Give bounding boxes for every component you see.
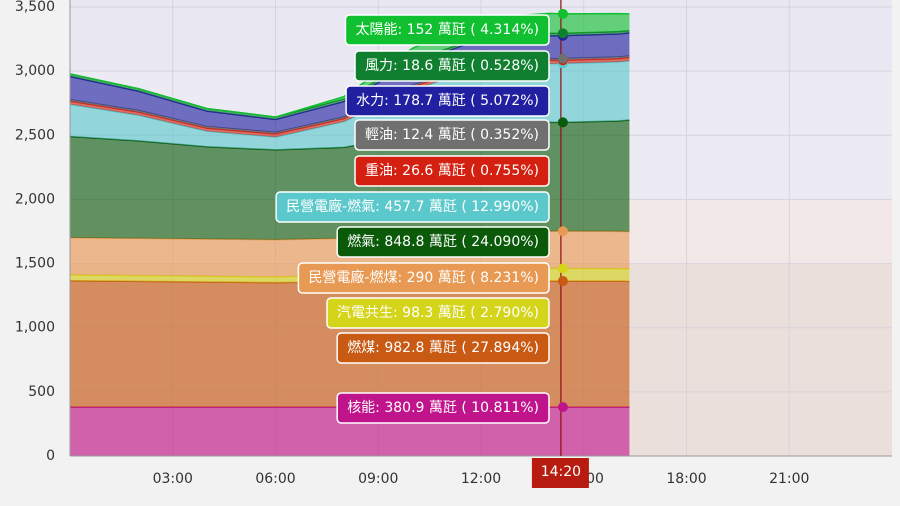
tooltip-label: 重油: 26.6 萬瓩 ( 0.755%): [365, 163, 539, 179]
x-tick-label: 09:00: [358, 471, 398, 487]
tooltip-box: [275, 191, 550, 223]
cursor-dot: [557, 263, 568, 274]
tooltip-label: 民營電廠-燃煤: 290 萬瓩 ( 8.231%): [308, 269, 539, 286]
cursor-dot: [557, 117, 568, 128]
tooltip-label: 燃煤: 982.8 萬瓩 ( 27.894%): [347, 339, 539, 356]
y-tick-label: 1,500: [15, 256, 55, 272]
tooltip-label: 水力: 178.7 萬瓩 ( 5.072%): [356, 93, 539, 109]
x-tick-label: 06:00: [255, 471, 295, 487]
y-tick-label: 3,000: [15, 63, 55, 79]
cursor-dot: [557, 402, 568, 413]
y-tick-label: 0: [46, 448, 55, 464]
y-tick-label: 2,000: [15, 191, 55, 207]
axes: 0 500 1,000 1,500 2,000 2,500 3,000 3,500 03:00 0…: [15, 0, 892, 487]
cursor-dot: [557, 276, 568, 287]
cursor-dot: [557, 8, 568, 19]
tooltip-box: [297, 262, 550, 294]
y-tick-label: 500: [28, 384, 55, 400]
tooltip: 14:20 核能: 380.9 萬瓩 ( 10.811%) 燃煤: 982.8 萬瓩…: [275, 0, 589, 488]
x-tick-label: 03:00: [153, 471, 193, 487]
tooltip-box: [354, 155, 550, 187]
tooltip-label: 民營電廠-燃氣: 457.7 萬瓩 ( 12.990%): [286, 198, 539, 215]
tooltip-box: [336, 226, 550, 258]
tooltip-label: 燃氣: 848.8 萬瓩 ( 24.090%): [347, 233, 539, 250]
y-tick-label: 1,000: [15, 320, 55, 336]
tooltip-box: [336, 332, 550, 364]
tooltip-box: [344, 14, 550, 46]
x-tick-label: 18:00: [666, 471, 706, 487]
tooltip-label: 風力: 18.6 萬瓩 ( 0.528%): [365, 58, 539, 74]
tooltip-label: 太陽能: 152 萬瓩 ( 4.314%): [355, 22, 539, 38]
y-tick-label: 3,500: [15, 0, 55, 15]
y-tick-label: 2,500: [15, 127, 55, 143]
tooltip-box: [354, 119, 550, 151]
tooltip-label: 汽電共生: 98.3 萬瓩 ( 2.790%): [337, 305, 539, 321]
tooltip-box: [336, 392, 550, 424]
cursor-dot: [557, 28, 568, 39]
area: [70, 61, 630, 150]
tooltip-label: 核能: 380.9 萬瓩 ( 10.811%): [347, 400, 539, 416]
cursor-label: 14:20: [541, 464, 581, 480]
x-tick-label: 12:00: [461, 471, 501, 487]
tooltip-box: [326, 297, 550, 329]
x-tick-label: 21:00: [769, 471, 809, 487]
tooltip-box: [345, 85, 550, 117]
cursor-dot: [557, 53, 568, 64]
area: [70, 13, 630, 118]
cursor-dot: [557, 226, 568, 237]
cursor-label-box: [531, 458, 589, 488]
tooltip-box: [354, 50, 550, 82]
area-line: [69, 12, 630, 118]
tooltip-label: 輕油: 12.4 萬瓩 ( 0.352%): [365, 127, 539, 143]
